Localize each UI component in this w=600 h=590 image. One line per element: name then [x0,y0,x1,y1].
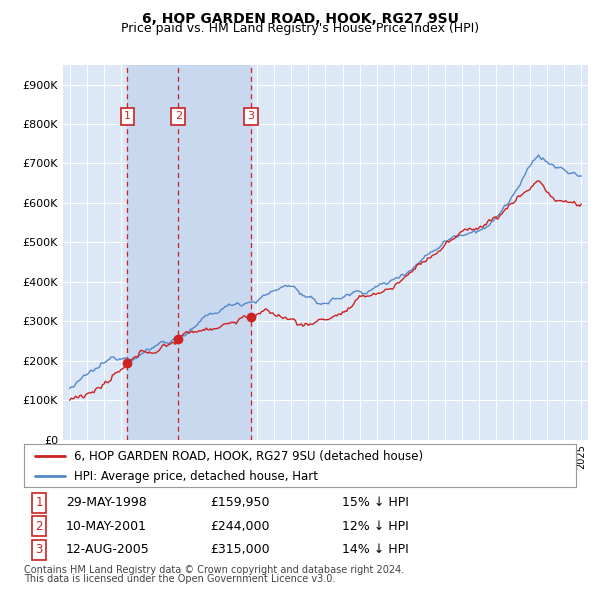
Text: 1: 1 [124,111,131,121]
Text: 6, HOP GARDEN ROAD, HOOK, RG27 9SU: 6, HOP GARDEN ROAD, HOOK, RG27 9SU [142,12,458,26]
Text: This data is licensed under the Open Government Licence v3.0.: This data is licensed under the Open Gov… [24,574,335,584]
Text: 6, HOP GARDEN ROAD, HOOK, RG27 9SU (detached house): 6, HOP GARDEN ROAD, HOOK, RG27 9SU (deta… [74,450,423,463]
Text: 1: 1 [35,496,43,509]
Text: Price paid vs. HM Land Registry's House Price Index (HPI): Price paid vs. HM Land Registry's House … [121,22,479,35]
Text: £244,000: £244,000 [210,520,269,533]
Text: £159,950: £159,950 [210,496,269,509]
Text: Contains HM Land Registry data © Crown copyright and database right 2024.: Contains HM Land Registry data © Crown c… [24,565,404,575]
Text: 14% ↓ HPI: 14% ↓ HPI [342,543,409,556]
Text: 2: 2 [35,520,43,533]
Text: £315,000: £315,000 [210,543,269,556]
Text: 3: 3 [247,111,254,121]
Text: 3: 3 [35,543,43,556]
Text: 2: 2 [175,111,182,121]
Bar [127,65,178,440]
Text: 15% ↓ HPI: 15% ↓ HPI [342,496,409,509]
Text: 12% ↓ HPI: 12% ↓ HPI [342,520,409,533]
Text: 29-MAY-1998: 29-MAY-1998 [66,496,147,509]
Bar [178,65,251,440]
Text: 12-AUG-2005: 12-AUG-2005 [66,543,150,556]
Text: HPI: Average price, detached house, Hart: HPI: Average price, detached house, Hart [74,470,317,483]
Text: 10-MAY-2001: 10-MAY-2001 [66,520,147,533]
